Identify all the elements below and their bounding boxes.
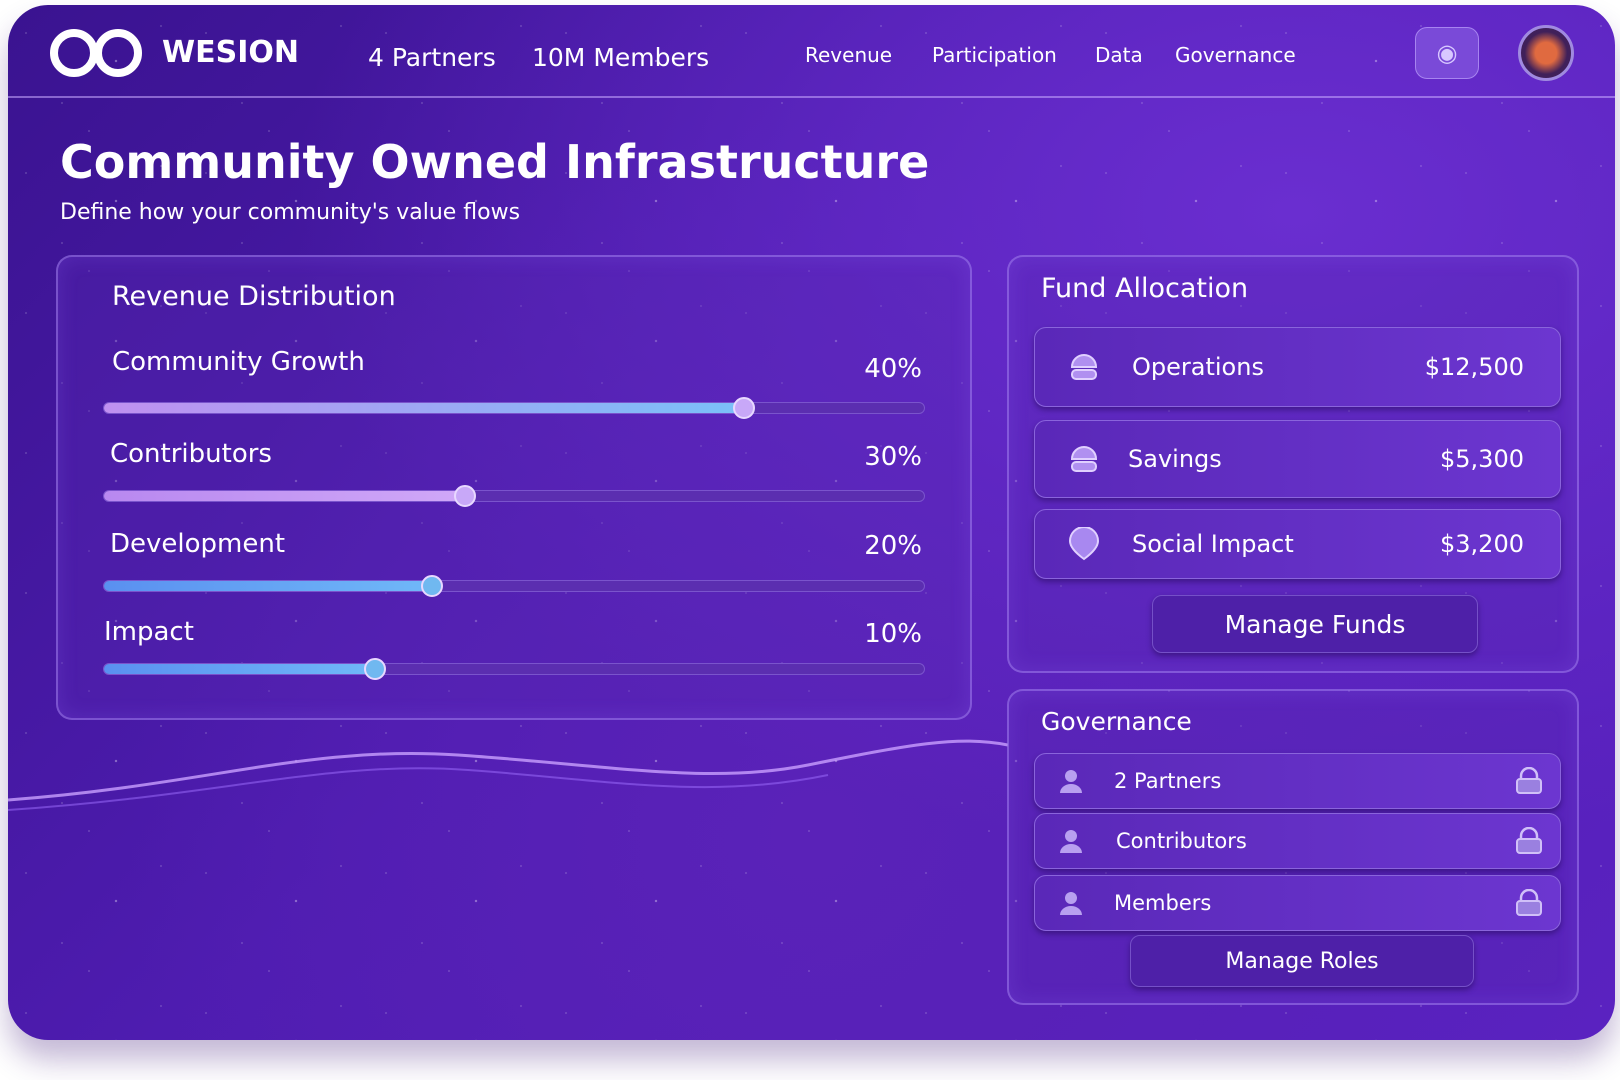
manage-funds-button[interactable]: Manage Funds (1152, 595, 1478, 653)
partners-stat: 4 Partners (368, 43, 496, 72)
nav-participation[interactable]: Participation (932, 43, 1057, 67)
ideas-button[interactable]: ◉ (1415, 27, 1479, 79)
slider-value: 10% (864, 619, 922, 649)
manage-roles-button[interactable]: Manage Roles (1130, 935, 1474, 987)
user-icon (1060, 830, 1082, 853)
light-wave-decoration (8, 739, 1008, 811)
panel-title: Revenue Distribution (112, 281, 396, 312)
slider-label: Development (110, 529, 286, 559)
slider-handle[interactable] (453, 485, 476, 507)
fund-amount: $12,500 (1424, 353, 1524, 381)
slider-label: Impact (104, 617, 194, 647)
lock-icon (1516, 767, 1542, 794)
lock-icon (1516, 889, 1542, 916)
slider-handle[interactable] (421, 575, 443, 597)
slider-handle[interactable] (363, 658, 386, 680)
contributors-slider[interactable] (103, 485, 925, 507)
panel-title: Governance (1041, 707, 1192, 736)
page-subtitle: Define how your community's value flows (60, 200, 521, 225)
fund-row-savings[interactable]: Savings $5,300 (1034, 420, 1561, 498)
slider-label: Contributors (110, 439, 272, 469)
role-label: 2 Partners (1114, 769, 1222, 793)
governance-row-partners[interactable]: 2 Partners (1034, 753, 1561, 809)
nav-governance[interactable]: Governance (1175, 43, 1296, 67)
lightbulb-icon: ◉ (1436, 39, 1458, 67)
globe-icon (1068, 527, 1100, 561)
community-growth-slider[interactable] (103, 397, 925, 419)
brand-name: WESION (162, 35, 299, 70)
members-stat: 10M Members (532, 43, 710, 72)
fund-label: Savings (1128, 445, 1222, 473)
slider-value: 20% (864, 531, 922, 561)
development-slider[interactable] (103, 575, 925, 597)
avatar[interactable] (1518, 25, 1574, 81)
top-header: WESION 4 Partners 10M Members Revenue Pa… (8, 5, 1615, 98)
fund-amount: $5,300 (1440, 445, 1524, 473)
role-label: Members (1114, 891, 1212, 915)
panel-title: Fund Allocation (1041, 273, 1249, 304)
fund-row-social-impact[interactable]: Social Impact $3,200 (1034, 509, 1561, 579)
impact-slider[interactable] (103, 658, 925, 680)
fund-allocation-panel: Fund Allocation Operations $12,500 Savin… (1007, 255, 1579, 673)
role-label: Contributors (1116, 829, 1247, 853)
fund-label: Operations (1132, 353, 1264, 381)
revenue-distribution-panel: Revenue Distribution Community Growth 40… (56, 255, 972, 720)
page-title: Community Owned Infrastructure (60, 135, 930, 189)
fund-amount: $3,200 (1440, 530, 1524, 558)
coin-stack-icon (1070, 446, 1098, 472)
slider-handle[interactable] (732, 397, 755, 419)
nav-revenue[interactable]: Revenue (805, 43, 893, 67)
wesion-logo-icon (50, 29, 142, 77)
coin-stack-icon (1070, 354, 1098, 380)
governance-row-members[interactable]: Members (1034, 875, 1561, 931)
user-icon (1060, 892, 1082, 915)
slider-label: Community Growth (112, 347, 365, 377)
lock-icon (1516, 827, 1542, 854)
fund-row-operations[interactable]: Operations $12,500 (1034, 327, 1561, 407)
slider-value: 40% (864, 354, 922, 384)
user-icon (1060, 770, 1082, 793)
governance-row-contributors[interactable]: Contributors (1034, 813, 1561, 869)
fund-label: Social Impact (1132, 530, 1294, 558)
nav-data[interactable]: Data (1095, 43, 1143, 67)
slider-value: 30% (864, 442, 922, 472)
governance-panel: Governance 2 Partners Contributors Membe… (1007, 689, 1579, 1005)
app-window: WESION 4 Partners 10M Members Revenue Pa… (8, 5, 1615, 1040)
